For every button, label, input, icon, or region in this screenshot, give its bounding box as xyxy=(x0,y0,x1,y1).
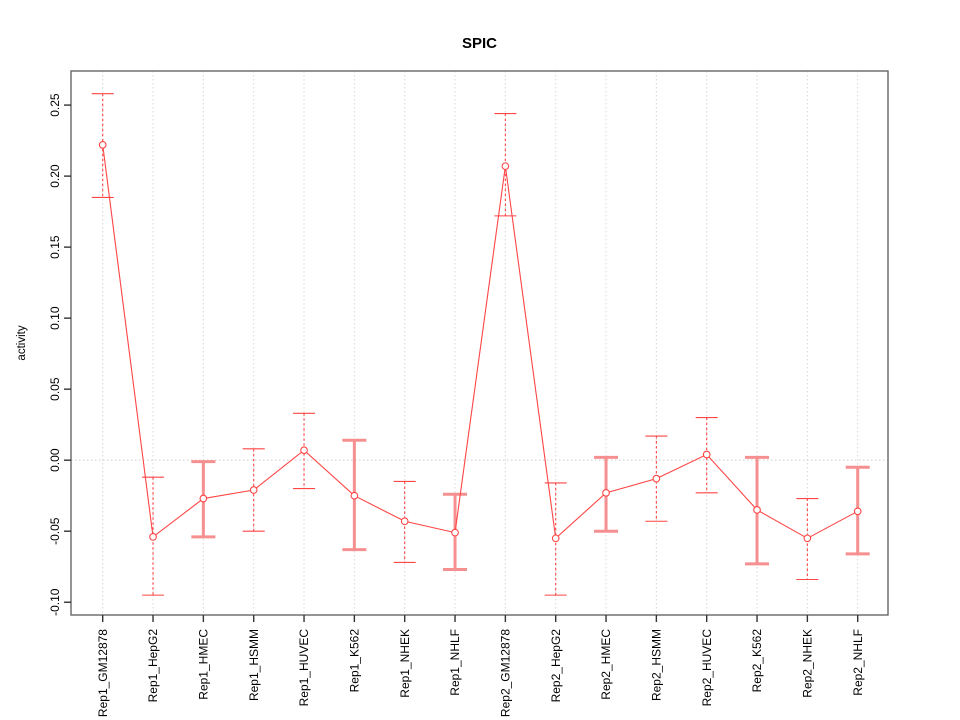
x-category-label: Rep2_HUVEC xyxy=(700,629,714,707)
data-point-marker xyxy=(451,528,459,537)
y-tick-label: 0.10 xyxy=(48,306,62,330)
data-point-marker xyxy=(249,486,258,494)
x-category-label: Rep1_GM12878 xyxy=(96,629,110,717)
x-category-label: Rep2_HepG2 xyxy=(549,629,563,703)
y-tick-label: 0.20 xyxy=(48,164,62,188)
y-tick-label: 0.25 xyxy=(48,93,62,117)
x-category-label: Rep1_HMEC xyxy=(197,629,211,700)
data-point-marker xyxy=(300,446,308,455)
plot-border xyxy=(70,70,889,616)
x-category-label: Rep2_K562 xyxy=(750,629,764,693)
y-tick-label: 0.05 xyxy=(48,377,62,401)
y-axis-title: activity xyxy=(16,325,28,360)
x-category-label: Rep2_GM12878 xyxy=(499,629,513,717)
y-tick-label: -0.10 xyxy=(48,588,62,616)
data-point-marker xyxy=(803,534,812,543)
data-point-marker xyxy=(702,450,711,459)
y-tick-label: 0.00 xyxy=(48,448,62,472)
y-tick-label: 0.15 xyxy=(48,235,62,259)
y-tick-label: -0.05 xyxy=(48,517,62,545)
data-point-marker xyxy=(98,141,107,149)
data-point-marker xyxy=(501,162,510,171)
data-point-marker xyxy=(400,517,409,526)
chart-title: SPIC xyxy=(462,35,497,52)
x-category-label: Rep1_NHLF xyxy=(448,629,462,696)
x-category-label: Rep2_NHLF xyxy=(851,629,865,696)
data-point-marker xyxy=(753,506,761,514)
x-category-label: Rep1_HUVEC xyxy=(297,629,311,707)
axes-group: -0.10 -0.05 0.00 0.05 0.10 0.15 0.20 0.25 Rep1_G… xyxy=(48,70,889,717)
data-point-marker xyxy=(602,488,610,497)
x-category-label: Rep1_NHEK xyxy=(398,629,412,698)
data-point-marker xyxy=(199,494,208,503)
x-category-label: Rep2_HMEC xyxy=(599,629,613,700)
data-point-marker xyxy=(551,534,560,543)
data-point-marker xyxy=(853,507,862,516)
data-point-marker xyxy=(350,491,359,500)
x-category-label: Rep1_HepG2 xyxy=(146,629,160,703)
data-point-marker xyxy=(652,474,661,483)
data-point-marker xyxy=(149,533,157,541)
gridlines-group xyxy=(71,71,888,615)
x-category-label: Rep1_HSMM xyxy=(247,629,261,701)
x-category-label: Rep2_NHEK xyxy=(801,629,815,698)
x-category-label: Rep2_HSMM xyxy=(650,629,664,701)
data-series-group xyxy=(91,93,870,596)
x-category-label: Rep1_K562 xyxy=(348,629,362,693)
series-line xyxy=(102,144,858,540)
